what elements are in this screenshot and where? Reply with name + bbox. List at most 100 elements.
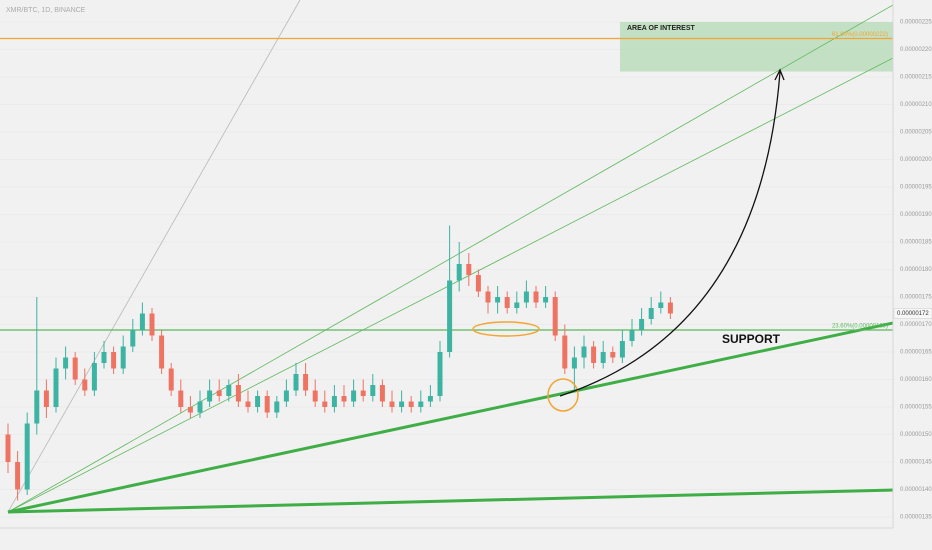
candle-body: [514, 302, 520, 308]
candle-body: [658, 302, 664, 308]
candle-body: [5, 434, 11, 462]
candle-body: [591, 346, 597, 363]
candle-body: [466, 264, 472, 275]
candle-body: [322, 401, 328, 407]
candle-body: [34, 390, 40, 424]
candle-body: [533, 291, 539, 303]
candle-body: [187, 407, 193, 413]
y-tick-label: 0.00000190: [900, 212, 932, 218]
candle-body: [139, 313, 145, 330]
candle-body: [360, 390, 366, 396]
trendline: [7, 0, 301, 513]
candle-body: [120, 346, 126, 369]
area-label: AREA OF INTEREST: [627, 25, 696, 32]
candle-body: [130, 330, 136, 347]
candle-body: [283, 390, 289, 402]
candle-body: [399, 401, 405, 407]
y-tick-label: 0.00000145: [900, 460, 932, 466]
candle-body: [543, 297, 549, 303]
candle-body: [245, 401, 251, 407]
candle-body: [24, 423, 30, 490]
y-tick-label: 0.00000205: [900, 130, 932, 136]
trendline: [7, 4, 894, 513]
candle-body: [63, 357, 69, 369]
candle-body: [523, 291, 529, 303]
y-axis: 0.00000135 0.00000140 0.00000145 0.00000150…: [893, 20, 932, 521]
candle-body: [562, 335, 568, 369]
highlight: [472, 321, 540, 337]
y-tick-label: 0.00000210: [900, 102, 932, 108]
candle-body: [456, 264, 462, 281]
annotation: SUPPORT: [722, 332, 781, 346]
candle-body: [101, 352, 107, 363]
candle-body: [581, 346, 587, 358]
y-tick-label: 0.00000160: [900, 377, 932, 383]
candle-body: [255, 396, 261, 407]
candle-body: [619, 341, 625, 358]
candle-body: [216, 390, 222, 396]
y-tick-label: 0.00000185: [900, 240, 932, 246]
candle-body: [53, 368, 59, 407]
y-tick-label: 0.00000155: [900, 405, 932, 411]
candle-body: [72, 357, 78, 380]
candle-body: [447, 280, 453, 352]
candle-body: [274, 401, 280, 413]
candle-body: [303, 374, 309, 391]
y-tick-label: 0.00000165: [900, 350, 932, 356]
candle-body: [475, 275, 481, 292]
candle-body: [293, 374, 299, 391]
candle-body: [437, 352, 443, 396]
candle-body: [418, 401, 424, 407]
area-box: [620, 22, 893, 72]
level-label: 61.80%(0.00000222): [832, 32, 888, 38]
candle-body: [504, 297, 510, 308]
candle-body: [264, 396, 270, 413]
candle-body: [600, 352, 606, 363]
y-tick-label: 0.00000170: [900, 322, 932, 328]
candle-body: [111, 352, 117, 369]
candle-body: [168, 368, 174, 391]
y-tick-label: 0.00000200: [900, 157, 932, 163]
candle-body: [15, 462, 21, 490]
candle-body: [408, 401, 414, 407]
candle-body: [495, 297, 501, 303]
candle-body: [648, 308, 654, 319]
candle-body: [341, 396, 347, 402]
annotations: [472, 68, 785, 412]
grid: [0, 21, 893, 518]
candle-body: [571, 357, 577, 369]
candle-body: [331, 396, 337, 407]
y-tick-label: 0.00000215: [900, 75, 932, 81]
area-of-interest: AREA OF INTEREST: [620, 22, 893, 72]
candle-body: [427, 396, 433, 402]
y-tick-label: 0.00000180: [900, 267, 932, 273]
highlight: [547, 378, 579, 412]
candle-body: [389, 401, 395, 407]
candle-body: [351, 390, 357, 402]
candle-body: [639, 319, 645, 330]
candle-body: [207, 390, 213, 402]
candle-body: [43, 390, 49, 407]
candle-body: [485, 291, 491, 303]
candle-body: [629, 330, 635, 341]
arrow: [559, 71, 781, 397]
candle-body: [379, 385, 385, 402]
y-tick-label: 0.00000140: [900, 487, 932, 493]
candle-body: [197, 401, 203, 413]
y-tick-label: 0.00000220: [900, 47, 932, 53]
candle-body: [610, 352, 616, 358]
candle-body: [226, 385, 232, 396]
candle-body: [370, 385, 376, 396]
y-tick-label: 0.00000175: [900, 295, 932, 301]
candle-body: [82, 379, 88, 391]
candle-body: [91, 363, 97, 391]
last-price-label: 0.00000172: [897, 311, 929, 317]
candle-body: [312, 390, 318, 402]
y-tick-label: 0.00000135: [900, 515, 932, 521]
candle-body: [149, 313, 155, 336]
candle-body: [159, 335, 165, 369]
candle-body: [178, 390, 184, 407]
level-label: 23.60%(0.00000169): [832, 324, 888, 330]
y-tick-label: 0.00000195: [900, 185, 932, 191]
